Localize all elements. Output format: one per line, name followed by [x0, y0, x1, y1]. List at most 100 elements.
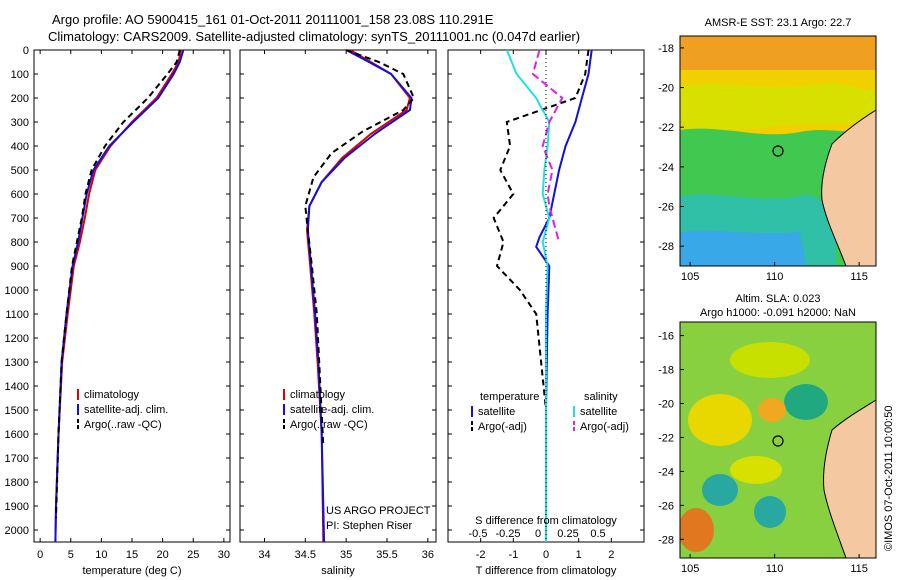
lat-tick-label: -22 — [658, 432, 674, 444]
s-tick-label: -0.25 — [495, 528, 520, 540]
imos-timestamp: ©IMOS 07-Oct-2011 10:00:50 — [883, 405, 895, 551]
sla-map-subtitle: Argo h1000: -0.091 h2000: NaN — [700, 307, 856, 319]
lon-tick-label: 110 — [766, 563, 784, 575]
depth-tick-label: 1900 — [5, 501, 29, 513]
s-tick-label: 0.25 — [557, 528, 578, 540]
x-tick-label: 34 — [258, 549, 270, 561]
x-tick-label: 20 — [157, 549, 169, 561]
depth-tick-label: 300 — [11, 117, 29, 129]
argo-location-marker — [772, 435, 784, 447]
x-tick-label: 15 — [126, 549, 138, 561]
series-line-salinity-argo-adj- — [531, 49, 564, 243]
legend-label: climatology — [290, 389, 346, 401]
legend-label: Argo(-adj) — [580, 421, 629, 433]
s-tick-label: -0.5 — [469, 528, 488, 540]
depth-tick-label: 2000 — [5, 525, 29, 537]
lat-tick-label: -24 — [658, 466, 674, 478]
lat-tick-label: -16 — [658, 331, 674, 343]
depth-tick-label: 900 — [11, 261, 29, 273]
lat-tick-label: -18 — [658, 43, 674, 55]
lat-tick-label: -22 — [658, 122, 674, 134]
x-tick-label: 35.5 — [376, 549, 397, 561]
legend-label: satellite-adj. clim. — [84, 404, 168, 416]
x-tick-label: 25 — [187, 549, 199, 561]
depth-tick-label: 700 — [11, 213, 29, 225]
depth-tick-label: 200 — [11, 93, 29, 105]
x-tick-label: -2 — [476, 549, 486, 561]
lat-tick-label: -20 — [658, 83, 674, 95]
sla-map-title: Altim. SLA: 0.023 — [736, 293, 821, 305]
x-tick-label: 34.5 — [295, 549, 316, 561]
depth-tick-label: 1000 — [5, 285, 29, 297]
sla-map — [680, 322, 876, 558]
depth-tick-label: 1100 — [5, 309, 29, 321]
x-tick-label: 0 — [37, 549, 43, 561]
series-line-salinity-satellite — [505, 49, 551, 542]
depth-tick-label: 800 — [11, 237, 29, 249]
series-line-satellite — [535, 49, 593, 530]
x-tick-label: 2 — [608, 549, 614, 561]
x-axis-label: salinity — [321, 565, 355, 577]
lon-tick-label: 105 — [681, 563, 699, 575]
profile-title: Argo profile: AO 5900415_161 01-Oct-2011… — [52, 12, 494, 27]
plot-frame — [239, 49, 437, 543]
x-axis-label: T difference from climatology — [476, 565, 617, 577]
depth-tick-label: 400 — [11, 141, 29, 153]
x-tick-label: -1 — [508, 549, 518, 561]
legend-label: Argo(..raw -QC) — [84, 419, 162, 431]
x-tick-label: 5 — [68, 549, 74, 561]
lon-tick-label: 110 — [766, 271, 784, 283]
series-line-argo-raw-qc- — [304, 49, 416, 447]
legend-label: Argo(-adj) — [478, 421, 527, 433]
lat-tick-label: -20 — [658, 398, 674, 410]
depth-tick-label: 600 — [11, 189, 29, 201]
x-tick-label: 35 — [340, 549, 352, 561]
series-line-argo-adj- — [492, 49, 590, 518]
x-tick-label: 1 — [576, 549, 582, 561]
x-tick-label: 0 — [543, 549, 549, 561]
depth-tick-label: 1600 — [5, 429, 29, 441]
legend-label: satellite — [478, 406, 515, 418]
credit-text: US ARGO PROJECT — [326, 505, 431, 517]
lat-tick-label: -28 — [658, 241, 674, 253]
lon-tick-label: 105 — [681, 271, 699, 283]
sst-map-title: AMSR-E SST: 23.1 Argo: 22.7 — [705, 17, 852, 29]
lat-tick-label: -26 — [658, 202, 674, 214]
depth-tick-label: 500 — [11, 165, 29, 177]
series-line-climatology — [54, 49, 182, 543]
depth-tick-label: 0 — [23, 45, 29, 57]
climatology-subtitle: Climatology: CARS2009. Satellite-adjuste… — [48, 29, 581, 44]
s-axis-label: S difference from climatology — [475, 515, 617, 527]
credit-text: PI: Stephen Riser — [326, 520, 413, 532]
lat-tick-label: -24 — [658, 162, 674, 174]
depth-tick-label: 1300 — [5, 357, 29, 369]
legend-label: Argo(..raw -QC) — [290, 419, 368, 431]
depth-tick-label: 1400 — [5, 381, 29, 393]
argo-location-marker — [772, 145, 784, 157]
legend-label: satellite — [580, 406, 617, 418]
depth-tick-label: 1500 — [5, 405, 29, 417]
depth-tick-label: 1800 — [5, 477, 29, 489]
lat-tick-label: -18 — [658, 365, 674, 377]
lon-tick-label: 115 — [850, 271, 868, 283]
s-tick-label: 0.5 — [590, 528, 605, 540]
series-line-satellite-adj-clim- — [306, 49, 413, 543]
x-axis-label: temperature (deg C) — [82, 565, 181, 577]
series-line-satellite-adj-clim- — [54, 49, 185, 543]
legend-label: temperature — [480, 391, 539, 403]
x-tick-label: 36 — [422, 549, 434, 561]
sst-map — [680, 36, 876, 266]
lat-tick-label: -28 — [658, 534, 674, 546]
series-line-argo-raw-qc- — [55, 49, 181, 519]
lon-tick-label: 115 — [850, 563, 868, 575]
depth-tick-label: 100 — [11, 69, 29, 81]
x-tick-label: 30 — [218, 549, 230, 561]
depth-tick-label: 1200 — [5, 333, 29, 345]
legend-label: satellite-adj. clim. — [290, 404, 374, 416]
lat-tick-label: -26 — [658, 500, 674, 512]
depth-tick-label: 1700 — [5, 453, 29, 465]
legend-label: climatology — [84, 389, 140, 401]
s-tick-label: 0 — [535, 528, 541, 540]
x-tick-label: 10 — [95, 549, 107, 561]
